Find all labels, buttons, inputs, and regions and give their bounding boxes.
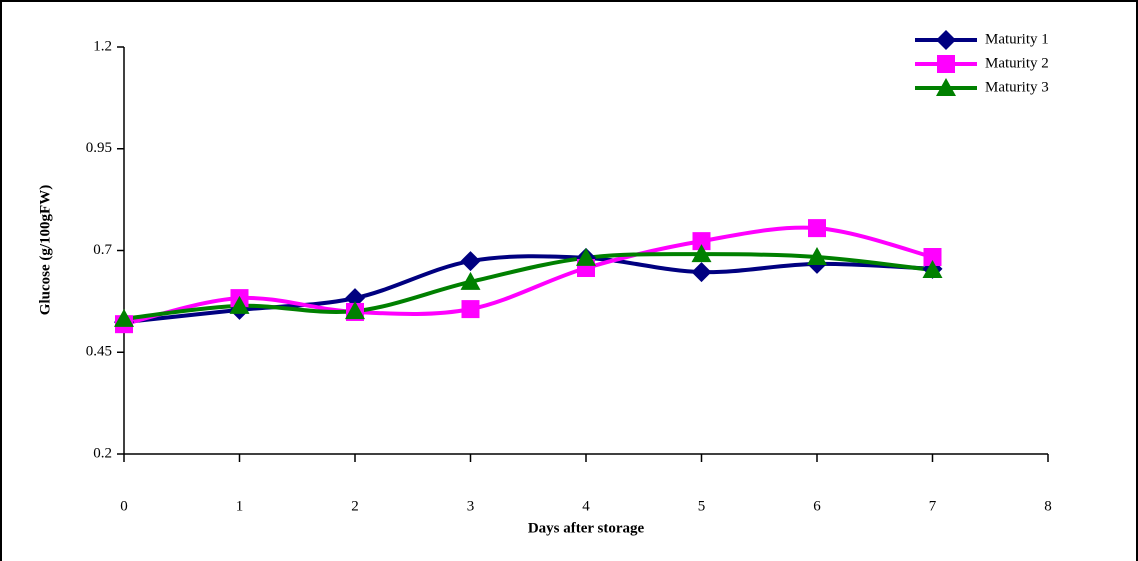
x-tick-label: 4 [582,498,590,514]
y-tick-label: 0.2 [93,445,112,461]
marker [114,308,134,327]
series-line [123,252,933,321]
y-tick-label: 0.45 [86,344,112,360]
marker [460,251,481,272]
marker [576,247,596,266]
marker [937,55,955,73]
x-tick-label: 1 [236,498,244,514]
x-tick-label: 6 [813,498,821,514]
marker [922,260,943,279]
y-axis-label: Glucose (g/100gFW) [37,185,53,315]
marker [460,271,481,290]
marker [923,248,942,267]
x-axis-label: Days after storage [528,520,645,536]
y-tick-label: 0.95 [86,140,112,156]
marker [808,219,826,238]
legend-label: Maturity 2 [985,55,1049,71]
marker [936,30,956,50]
x-tick-label: 7 [929,498,937,514]
x-tick-label: 3 [467,498,475,514]
series-line [123,254,933,325]
x-tick-label: 8 [1044,498,1052,514]
marker [691,244,712,263]
legend-label: Maturity 1 [985,31,1049,47]
marker [692,232,711,251]
legend-label: Maturity 3 [985,79,1049,95]
marker [691,262,712,283]
marker [229,295,250,314]
marker [936,78,956,96]
marker [345,301,365,320]
x-tick-label: 2 [351,498,359,514]
series-line [123,225,933,327]
y-tick-label: 0.7 [93,242,112,258]
x-tick-label: 0 [120,498,128,514]
marker [807,247,827,266]
y-tick-label: 1.2 [93,38,112,54]
marker [461,300,480,319]
x-tick-label: 5 [698,498,706,514]
